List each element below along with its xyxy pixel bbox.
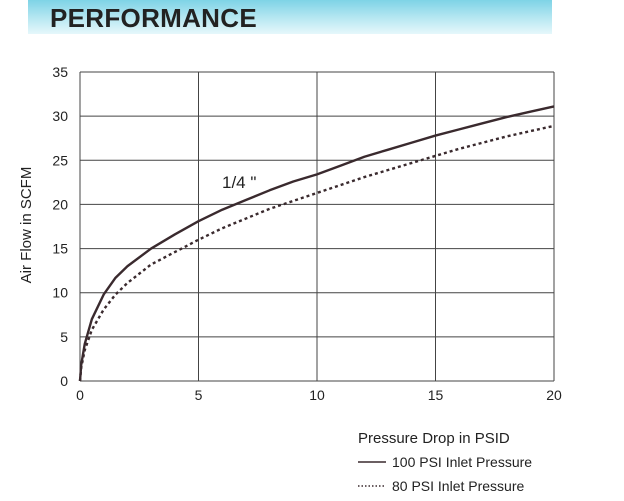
x-tick-label: 10	[309, 387, 325, 403]
x-tick-label: 15	[428, 387, 444, 403]
y-tick-label: 20	[52, 196, 68, 212]
legend: 100 PSI Inlet Pressure 80 PSI Inlet Pres…	[358, 454, 532, 494]
page-title: PERFORMANCE	[50, 3, 257, 33]
y-tick-label: 35	[52, 64, 68, 80]
legend-label-100psi: 100 PSI Inlet Pressure	[392, 454, 532, 470]
legend-label-80psi: 80 PSI Inlet Pressure	[392, 478, 525, 494]
x-tick-label: 20	[546, 387, 562, 403]
y-tick-label: 10	[52, 285, 68, 301]
series-line-100psi	[78, 105, 555, 382]
y-tick-label: 15	[52, 241, 68, 257]
y-tick-label: 0	[60, 373, 68, 389]
x-tick-label: 0	[76, 387, 84, 403]
series-layer	[78, 105, 555, 382]
y-tick-label: 25	[52, 152, 68, 168]
y-tick-label: 5	[60, 329, 68, 345]
title-banner: PERFORMANCE	[28, 0, 552, 34]
grid	[79, 71, 555, 382]
chart-annotation: 1/4 "	[222, 173, 256, 192]
y-tick-label: 30	[52, 108, 68, 124]
tick-labels: 0 5 10 15 20 25 30 35 0 5 10 15 20	[52, 64, 562, 403]
y-axis-label: Air Flow in SCFM	[18, 167, 35, 284]
x-tick-label: 5	[195, 387, 203, 403]
x-axis-label: Pressure Drop in PSID	[358, 430, 510, 447]
